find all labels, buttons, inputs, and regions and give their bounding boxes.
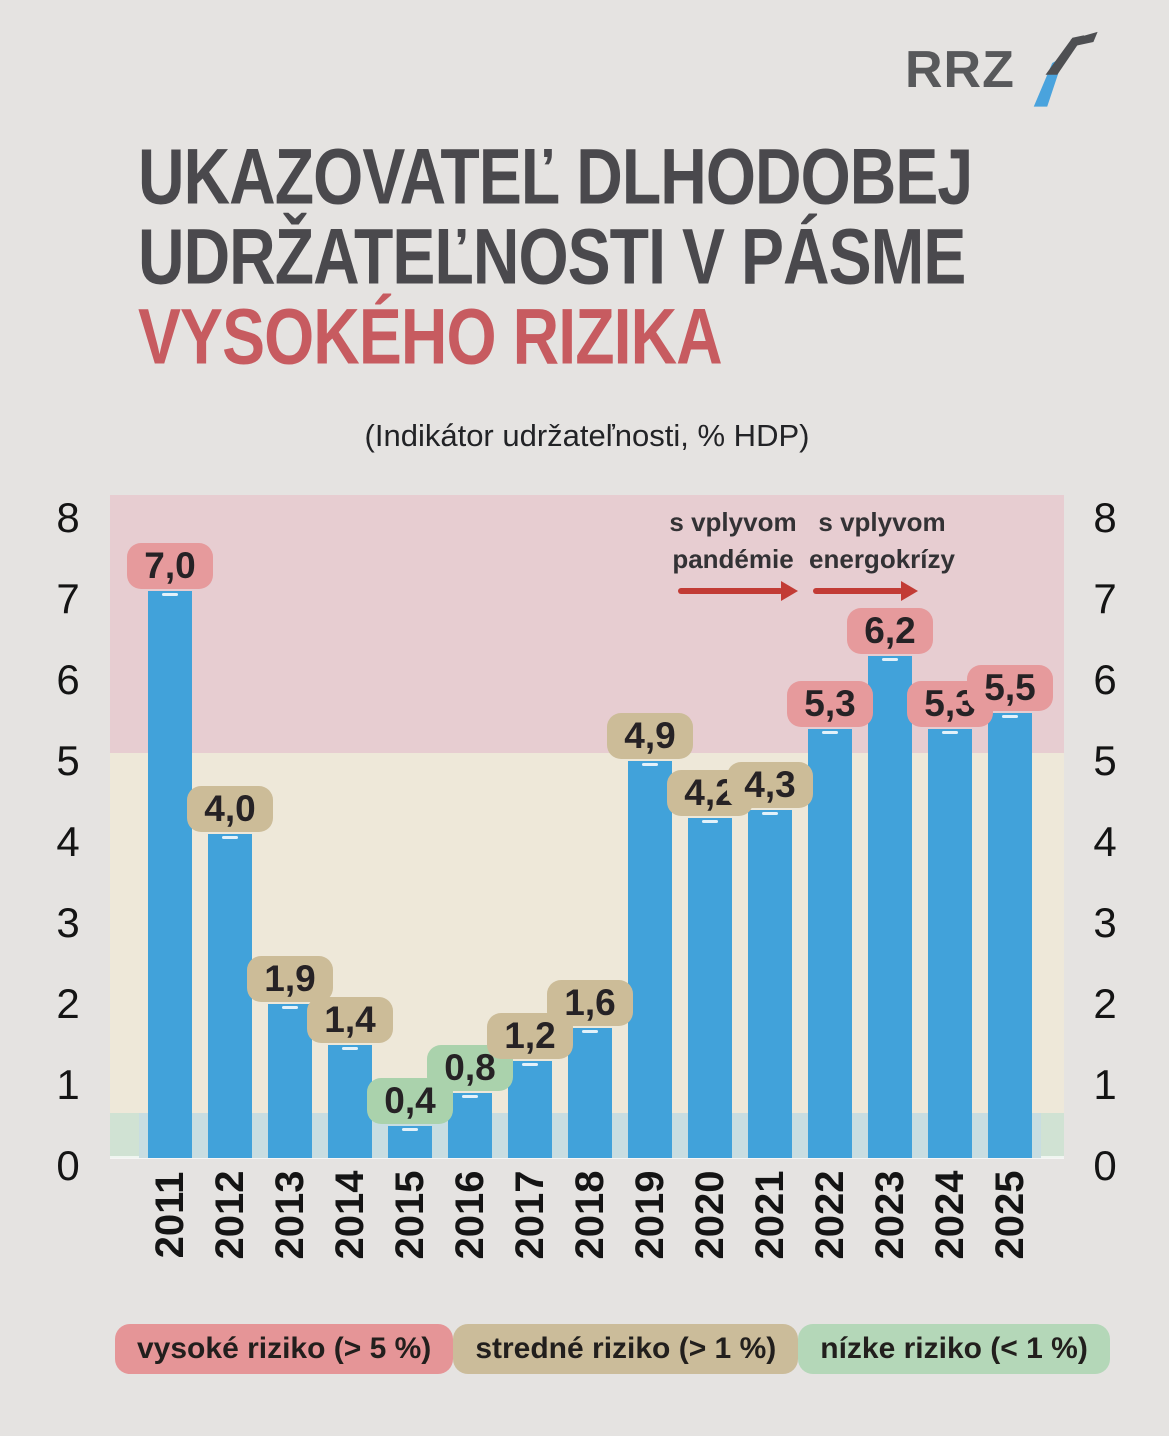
value-label-2011: 7,0 bbox=[127, 543, 213, 589]
energy-arrow-icon bbox=[813, 581, 918, 601]
annotation-pandemic-line1: s vplyvom bbox=[669, 507, 797, 537]
legend-medium-risk: stredné riziko (> 1 %) bbox=[453, 1324, 799, 1374]
value-label-2025: 5,5 bbox=[967, 664, 1053, 711]
annotation-energy-line1: s vplyvom bbox=[818, 507, 946, 537]
bar-top-tick bbox=[582, 1030, 598, 1034]
bar-top-tick bbox=[762, 811, 778, 815]
annotation-pandemic-line2: pandémie bbox=[672, 544, 794, 574]
y-tick-right-8: 8 bbox=[1093, 494, 1117, 541]
x-tick-2020: 2020 bbox=[688, 1170, 732, 1260]
x-tick-2013: 2013 bbox=[268, 1170, 312, 1260]
bar-top-tick bbox=[1002, 714, 1018, 718]
bar-top-tick bbox=[282, 1006, 298, 1010]
bar-2022 bbox=[808, 728, 852, 1158]
value-label-2023: 6,2 bbox=[847, 607, 933, 654]
y-tick-left-5: 5 bbox=[56, 737, 80, 784]
bar-top-tick bbox=[342, 1046, 358, 1050]
x-tick-2016: 2016 bbox=[448, 1170, 492, 1260]
y-tick-left-0: 0 bbox=[56, 1142, 80, 1189]
rrz-logo-text: RRZ bbox=[905, 41, 1015, 99]
rrz-logo-icon bbox=[1021, 26, 1107, 115]
y-tick-right-1: 1 bbox=[1093, 1061, 1117, 1108]
title-line-1: UKAZOVATEĽ DLHODOBEJ bbox=[138, 133, 973, 221]
y-tick-left-2: 2 bbox=[56, 980, 80, 1027]
x-tick-2011: 2011 bbox=[148, 1171, 192, 1259]
y-tick-left-6: 6 bbox=[56, 656, 80, 703]
bar-top-tick bbox=[162, 593, 178, 596]
y-tick-left-4: 4 bbox=[56, 818, 80, 865]
value-label-2022: 5,3 bbox=[787, 680, 873, 727]
bar-2013 bbox=[268, 1004, 312, 1158]
y-tick-right-4: 4 bbox=[1093, 818, 1117, 865]
bar-2023 bbox=[868, 655, 912, 1158]
x-tick-2019: 2019 bbox=[628, 1170, 672, 1260]
bar-2025 bbox=[988, 712, 1032, 1158]
bar-2018 bbox=[568, 1028, 612, 1158]
x-tick-2015: 2015 bbox=[388, 1170, 432, 1260]
y-tick-left-8: 8 bbox=[56, 494, 80, 541]
y-tick-right-0: 0 bbox=[1093, 1142, 1117, 1189]
bar-top-tick bbox=[462, 1095, 478, 1099]
x-tick-2012: 2012 bbox=[208, 1170, 252, 1260]
y-tick-right-7: 7 bbox=[1093, 575, 1117, 622]
bar-2017 bbox=[508, 1060, 552, 1158]
annotation-energy-line2: energokrízy bbox=[809, 544, 955, 574]
y-tick-right-6: 6 bbox=[1093, 656, 1117, 703]
y-tick-left-7: 7 bbox=[56, 575, 80, 622]
x-tick-2014: 2014 bbox=[328, 1170, 372, 1260]
bar-top-tick bbox=[642, 763, 658, 767]
bar-2015 bbox=[388, 1125, 432, 1158]
bar-top-tick bbox=[702, 819, 718, 823]
value-label-2014: 1,4 bbox=[307, 996, 393, 1043]
value-label-2013: 1,9 bbox=[247, 956, 333, 1003]
x-tick-2018: 2018 bbox=[568, 1170, 612, 1260]
y-tick-left-3: 3 bbox=[56, 899, 80, 946]
pandemic-arrow-icon bbox=[678, 581, 798, 601]
bar-top-tick bbox=[402, 1127, 418, 1131]
x-tick-2021: 2021 bbox=[748, 1170, 792, 1260]
bar-2019 bbox=[628, 761, 672, 1158]
value-label-2018: 1,6 bbox=[547, 980, 633, 1027]
bar-top-tick bbox=[222, 836, 238, 839]
bar-top-tick bbox=[942, 730, 958, 734]
bar-2021 bbox=[748, 809, 792, 1158]
value-label-2012: 4,0 bbox=[187, 786, 273, 832]
title-line-3: VYSOKÉHO RIZIKA bbox=[138, 293, 723, 381]
bar-top-tick bbox=[882, 657, 898, 661]
bar-2020 bbox=[688, 817, 732, 1158]
x-tick-2024: 2024 bbox=[928, 1170, 972, 1260]
x-tick-2023: 2023 bbox=[868, 1170, 912, 1260]
bar-2024 bbox=[928, 728, 972, 1158]
legend-low-risk: nízke riziko (< 1 %) bbox=[798, 1324, 1110, 1374]
bar-top-tick bbox=[522, 1062, 538, 1066]
title-line-2: UDRŽATEĽNOSTI V PÁSME bbox=[138, 213, 966, 301]
y-tick-right-3: 3 bbox=[1093, 899, 1117, 946]
legend: vysoké riziko (> 5 %) stredné riziko (> … bbox=[115, 1324, 1110, 1374]
x-tick-2017: 2017 bbox=[508, 1170, 552, 1260]
bar-top-tick bbox=[822, 730, 838, 734]
bar-2016 bbox=[448, 1093, 492, 1158]
value-label-2019: 4,9 bbox=[607, 713, 693, 760]
bar-2012 bbox=[208, 834, 252, 1158]
rrz-logo: RRZ bbox=[905, 30, 1105, 110]
y-tick-right-2: 2 bbox=[1093, 980, 1117, 1027]
legend-high-risk: vysoké riziko (> 5 %) bbox=[115, 1324, 454, 1374]
y-tick-left-1: 1 bbox=[56, 1061, 80, 1108]
annotation-pandemic: s vplyvom pandémie bbox=[633, 504, 833, 578]
chart-subtitle: (Indikátor udržateľnosti, % HDP) bbox=[364, 418, 810, 453]
bar-2011 bbox=[148, 591, 192, 1158]
annotation-energy-crisis: s vplyvom energokrízy bbox=[787, 504, 977, 578]
bar-2014 bbox=[328, 1044, 372, 1158]
x-tick-2022: 2022 bbox=[808, 1170, 852, 1260]
x-tick-2025: 2025 bbox=[988, 1170, 1032, 1260]
y-tick-right-5: 5 bbox=[1093, 737, 1117, 784]
value-label-2021: 4,3 bbox=[727, 761, 813, 808]
